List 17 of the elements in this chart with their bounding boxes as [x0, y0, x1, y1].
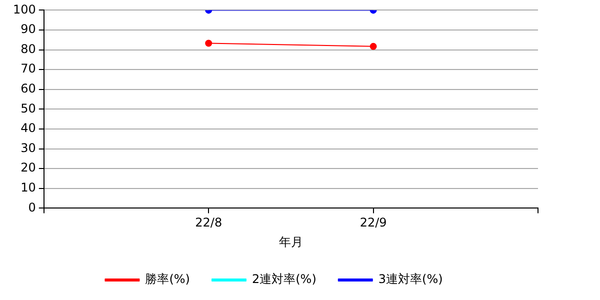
y-tick-label: 80 — [20, 42, 36, 56]
y-tick-label: 20 — [20, 160, 36, 175]
y-tick-label: 10 — [20, 180, 36, 195]
x-axis-title: 年月 — [278, 234, 303, 249]
y-tick-label: 50 — [20, 101, 36, 116]
legend-label: 2連対率(%) — [252, 272, 316, 286]
x-tick-label: 22/8 — [195, 216, 222, 230]
legend-label: 3連対率(%) — [378, 272, 443, 286]
y-tick-label: 70 — [20, 62, 36, 76]
y-tick-label: 40 — [20, 121, 36, 136]
y-tick-label: 60 — [20, 82, 36, 96]
y-tick-label: 0 — [28, 200, 36, 214]
legend-label: 勝率(%) — [145, 272, 190, 286]
x-tick-label: 22/9 — [360, 216, 387, 230]
y-tick-label: 100 — [13, 2, 36, 16]
y-tick-label: 30 — [20, 140, 36, 155]
y-tick-label: 90 — [20, 22, 36, 36]
